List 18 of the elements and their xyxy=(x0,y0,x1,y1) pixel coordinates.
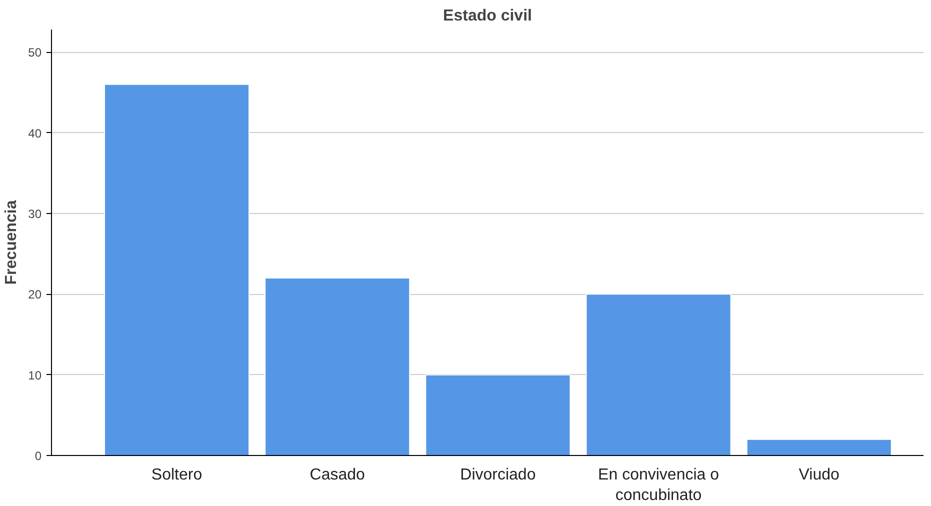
y-tick-label: 0 xyxy=(34,449,42,463)
bar xyxy=(586,294,732,456)
x-tick-label: Casado xyxy=(310,466,366,484)
x-tick-label: Divorciado xyxy=(460,466,536,484)
y-tick-label: 30 xyxy=(28,206,42,221)
y-tick-label: 10 xyxy=(28,368,42,382)
x-tick-label: Soltero xyxy=(151,466,202,484)
y-tick-label: 50 xyxy=(28,46,42,60)
bar xyxy=(746,438,892,456)
bar xyxy=(264,278,410,456)
chart-title: Estado civil xyxy=(443,8,532,24)
bar xyxy=(104,84,250,456)
y-tick-label: 20 xyxy=(28,288,42,302)
x-tick-label: Viudo xyxy=(798,466,840,484)
y-tick-label: 40 xyxy=(28,126,42,140)
bar xyxy=(425,374,571,456)
x-tick-label: En convivencia o concubinato xyxy=(598,466,720,504)
y-axis-title: Frecuencia xyxy=(3,200,20,285)
